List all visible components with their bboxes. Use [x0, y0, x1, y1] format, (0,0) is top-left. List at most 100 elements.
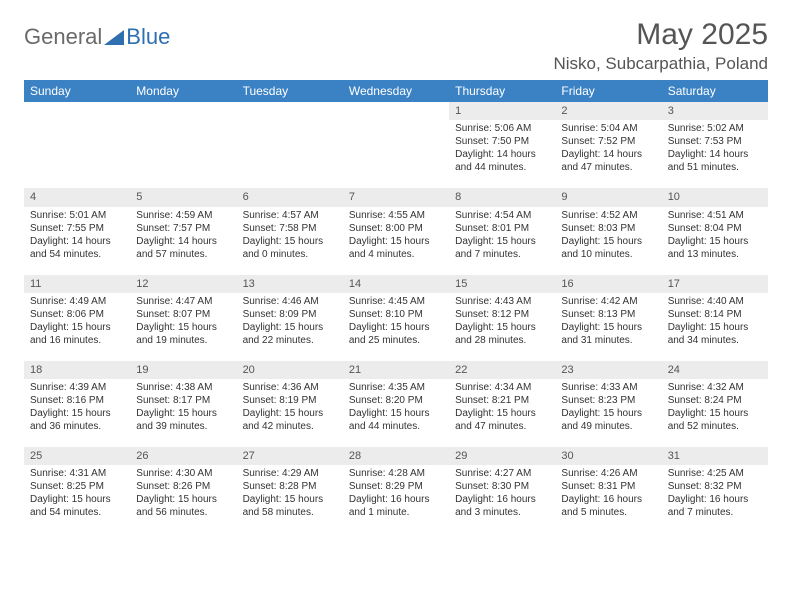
day-ss: Sunset: 8:16 PM: [30, 394, 124, 407]
day-number-cell: 23: [555, 361, 661, 379]
day-ss: Sunset: 8:01 PM: [455, 222, 549, 235]
weekday-header: Sunday: [24, 80, 130, 102]
day-ss: Sunset: 7:50 PM: [455, 135, 549, 148]
day-info-cell: Sunrise: 5:04 AMSunset: 7:52 PMDaylight:…: [555, 120, 661, 184]
day-ss: Sunset: 8:31 PM: [561, 480, 655, 493]
weekday-header: Friday: [555, 80, 661, 102]
day-number-cell: 5: [130, 188, 236, 206]
day-number-cell: [237, 102, 343, 120]
logo-word-2: Blue: [126, 24, 170, 50]
day-sr: Sunrise: 4:35 AM: [349, 381, 443, 394]
day-info-cell: Sunrise: 4:45 AMSunset: 8:10 PMDaylight:…: [343, 293, 449, 357]
day-number-cell: 18: [24, 361, 130, 379]
day-dl2: and 16 minutes.: [30, 334, 124, 347]
day-ss: Sunset: 8:25 PM: [30, 480, 124, 493]
day-number-cell: 19: [130, 361, 236, 379]
day-dl2: and 52 minutes.: [668, 420, 762, 433]
day-info-cell: Sunrise: 4:40 AMSunset: 8:14 PMDaylight:…: [662, 293, 768, 357]
day-dl1: Daylight: 15 hours: [349, 235, 443, 248]
calendar-table: Sunday Monday Tuesday Wednesday Thursday…: [24, 80, 768, 529]
day-dl1: Daylight: 16 hours: [349, 493, 443, 506]
day-dl1: Daylight: 15 hours: [243, 493, 337, 506]
day-dl2: and 34 minutes.: [668, 334, 762, 347]
day-dl2: and 28 minutes.: [455, 334, 549, 347]
day-dl1: Daylight: 15 hours: [136, 321, 230, 334]
day-ss: Sunset: 7:53 PM: [668, 135, 762, 148]
day-number-cell: [24, 102, 130, 120]
day-dl2: and 4 minutes.: [349, 248, 443, 261]
day-dl1: Daylight: 15 hours: [349, 407, 443, 420]
day-sr: Sunrise: 4:36 AM: [243, 381, 337, 394]
day-info-cell: Sunrise: 4:43 AMSunset: 8:12 PMDaylight:…: [449, 293, 555, 357]
day-number-cell: 12: [130, 275, 236, 293]
day-sr: Sunrise: 4:49 AM: [30, 295, 124, 308]
day-ss: Sunset: 8:19 PM: [243, 394, 337, 407]
day-dl2: and 22 minutes.: [243, 334, 337, 347]
day-info-cell: Sunrise: 4:25 AMSunset: 8:32 PMDaylight:…: [662, 465, 768, 529]
day-dl1: Daylight: 14 hours: [668, 148, 762, 161]
logo-word-1: General: [24, 24, 102, 50]
day-dl2: and 0 minutes.: [243, 248, 337, 261]
day-info-cell: Sunrise: 4:55 AMSunset: 8:00 PMDaylight:…: [343, 207, 449, 271]
weekday-header: Saturday: [662, 80, 768, 102]
day-ss: Sunset: 8:13 PM: [561, 308, 655, 321]
day-dl2: and 56 minutes.: [136, 506, 230, 519]
day-ss: Sunset: 8:17 PM: [136, 394, 230, 407]
day-info-cell: Sunrise: 4:35 AMSunset: 8:20 PMDaylight:…: [343, 379, 449, 443]
day-number-cell: 22: [449, 361, 555, 379]
logo-triangle-icon: [104, 28, 124, 46]
day-sr: Sunrise: 5:04 AM: [561, 122, 655, 135]
day-number-cell: 10: [662, 188, 768, 206]
weekday-header: Monday: [130, 80, 236, 102]
day-dl1: Daylight: 15 hours: [136, 407, 230, 420]
day-number-cell: 16: [555, 275, 661, 293]
day-dl2: and 7 minutes.: [668, 506, 762, 519]
day-dl1: Daylight: 14 hours: [30, 235, 124, 248]
day-ss: Sunset: 8:12 PM: [455, 308, 549, 321]
logo: General Blue: [24, 18, 170, 50]
day-number-cell: 8: [449, 188, 555, 206]
day-info-cell: Sunrise: 4:26 AMSunset: 8:31 PMDaylight:…: [555, 465, 661, 529]
location-subtitle: Nisko, Subcarpathia, Poland: [553, 54, 768, 74]
day-dl1: Daylight: 15 hours: [136, 493, 230, 506]
day-dl2: and 47 minutes.: [561, 161, 655, 174]
day-info-cell: Sunrise: 4:36 AMSunset: 8:19 PMDaylight:…: [237, 379, 343, 443]
day-ss: Sunset: 8:29 PM: [349, 480, 443, 493]
day-dl2: and 3 minutes.: [455, 506, 549, 519]
info-row: Sunrise: 4:49 AMSunset: 8:06 PMDaylight:…: [24, 293, 768, 357]
day-dl1: Daylight: 15 hours: [455, 321, 549, 334]
day-sr: Sunrise: 4:52 AM: [561, 209, 655, 222]
day-number-cell: 1: [449, 102, 555, 120]
day-sr: Sunrise: 4:26 AM: [561, 467, 655, 480]
day-ss: Sunset: 8:03 PM: [561, 222, 655, 235]
daynum-row: 11121314151617: [24, 275, 768, 293]
day-dl2: and 7 minutes.: [455, 248, 549, 261]
day-dl2: and 44 minutes.: [455, 161, 549, 174]
day-info-cell: Sunrise: 4:57 AMSunset: 7:58 PMDaylight:…: [237, 207, 343, 271]
day-dl2: and 54 minutes.: [30, 248, 124, 261]
day-ss: Sunset: 7:58 PM: [243, 222, 337, 235]
day-info-cell: Sunrise: 4:29 AMSunset: 8:28 PMDaylight:…: [237, 465, 343, 529]
day-number-cell: [343, 102, 449, 120]
day-number-cell: 15: [449, 275, 555, 293]
day-sr: Sunrise: 5:01 AM: [30, 209, 124, 222]
day-ss: Sunset: 7:55 PM: [30, 222, 124, 235]
day-sr: Sunrise: 4:42 AM: [561, 295, 655, 308]
day-ss: Sunset: 8:26 PM: [136, 480, 230, 493]
info-row: Sunrise: 5:06 AMSunset: 7:50 PMDaylight:…: [24, 120, 768, 184]
day-dl1: Daylight: 15 hours: [243, 235, 337, 248]
day-dl2: and 25 minutes.: [349, 334, 443, 347]
day-info-cell: Sunrise: 4:51 AMSunset: 8:04 PMDaylight:…: [662, 207, 768, 271]
day-ss: Sunset: 8:04 PM: [668, 222, 762, 235]
day-sr: Sunrise: 4:27 AM: [455, 467, 549, 480]
day-number-cell: 31: [662, 447, 768, 465]
weekday-header-row: Sunday Monday Tuesday Wednesday Thursday…: [24, 80, 768, 102]
day-ss: Sunset: 8:09 PM: [243, 308, 337, 321]
info-row: Sunrise: 4:31 AMSunset: 8:25 PM Daylight:…: [24, 465, 768, 529]
day-dl2: and 5 minutes.: [561, 506, 655, 519]
day-dl2: and 10 minutes.: [561, 248, 655, 261]
day-info-cell: Sunrise: 4:46 AMSunset: 8:09 PMDaylight:…: [237, 293, 343, 357]
day-number-cell: 13: [237, 275, 343, 293]
day-sr: Sunrise: 4:31 AM: [30, 467, 124, 480]
day-number-cell: 6: [237, 188, 343, 206]
